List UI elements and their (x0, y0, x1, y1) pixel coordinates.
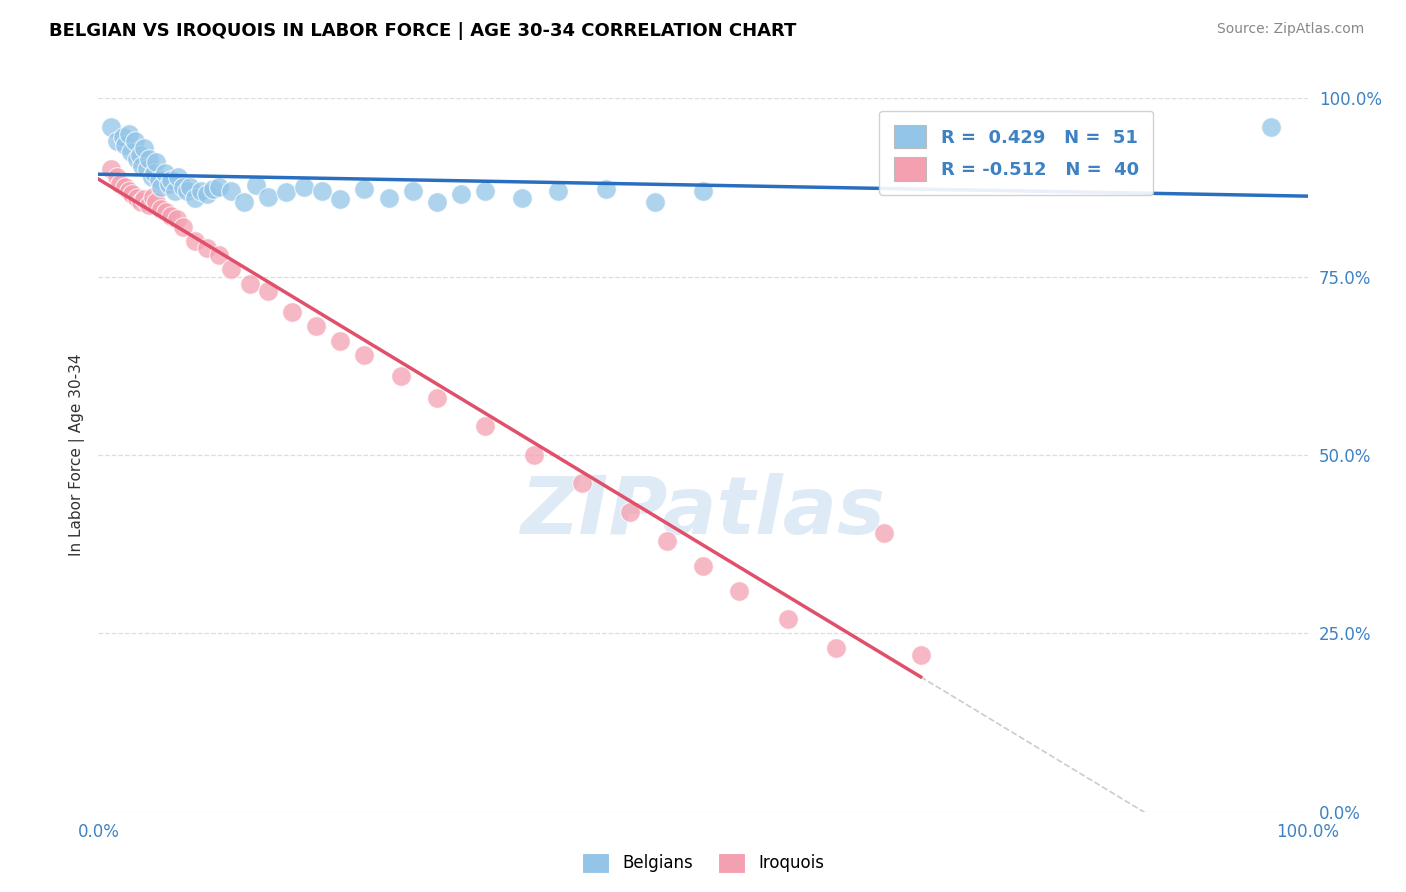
Point (157, 177, 180, 191)
Point (124, 134, 146, 148)
Point (105, 169, 128, 184)
Point (353, 182, 375, 196)
Point (143, 166, 166, 180)
Point (256, 284, 278, 298)
Point (825, 640, 848, 655)
Point (450, 187, 472, 202)
Point (138, 198, 160, 212)
Point (160, 173, 183, 187)
Point (118, 127, 141, 141)
Point (245, 178, 267, 193)
Point (114, 137, 136, 152)
Point (595, 182, 617, 196)
Point (120, 145, 142, 159)
Point (145, 155, 167, 169)
Point (166, 212, 188, 227)
Point (160, 209, 183, 223)
Point (873, 526, 896, 541)
Point (239, 277, 262, 291)
Point (195, 187, 218, 202)
Point (644, 194, 666, 209)
Point (100, 120, 122, 134)
Legend: Belgians, Iroquois: Belgians, Iroquois (575, 847, 831, 880)
Point (163, 184, 186, 198)
Point (389, 369, 412, 384)
Point (145, 194, 167, 209)
Point (655, 533, 678, 548)
Text: ZIPatlas: ZIPatlas (520, 473, 886, 551)
Point (305, 319, 328, 334)
Point (523, 448, 546, 462)
Point (474, 184, 496, 198)
Point (692, 184, 714, 198)
Point (728, 583, 751, 598)
Point (274, 186, 297, 200)
Point (172, 219, 194, 234)
Point (118, 184, 141, 198)
Point (134, 193, 156, 207)
Point (329, 193, 352, 207)
Point (105, 134, 128, 148)
Point (179, 180, 201, 194)
Point (311, 184, 333, 198)
Point (150, 202, 173, 216)
Point (256, 189, 278, 203)
Point (281, 305, 304, 319)
Point (202, 182, 225, 196)
Point (619, 505, 641, 519)
Point (692, 558, 714, 573)
Point (100, 162, 122, 177)
Y-axis label: In Labor Force | Age 30-34: In Labor Force | Age 30-34 (69, 353, 84, 557)
Point (142, 189, 165, 203)
Point (184, 191, 207, 205)
Point (127, 191, 149, 205)
Point (402, 184, 425, 198)
Point (910, 648, 932, 662)
Point (176, 184, 198, 198)
Point (167, 169, 190, 184)
Point (121, 187, 143, 202)
Point (1260, 120, 1282, 134)
Point (184, 234, 207, 248)
Point (510, 191, 533, 205)
Point (150, 180, 173, 194)
Point (190, 184, 212, 198)
Point (138, 152, 160, 166)
Point (195, 241, 218, 255)
Point (232, 194, 254, 209)
Point (129, 194, 152, 209)
Point (135, 162, 157, 177)
Point (329, 334, 352, 348)
Point (221, 262, 243, 277)
Point (353, 348, 375, 362)
Point (547, 184, 569, 198)
Point (377, 191, 399, 205)
Point (208, 180, 231, 194)
Text: BELGIAN VS IROQUOIS IN LABOR FORCE | AGE 30-34 CORRELATION CHART: BELGIAN VS IROQUOIS IN LABOR FORCE | AGE… (49, 22, 797, 40)
Point (108, 177, 131, 191)
Point (134, 141, 156, 155)
Point (474, 419, 496, 434)
Point (153, 166, 176, 180)
Point (571, 476, 593, 491)
Point (208, 248, 231, 262)
Point (426, 194, 449, 209)
Point (426, 391, 449, 405)
Point (111, 130, 134, 145)
Legend: R =  0.429   N =  51, R = -0.512   N =  40: R = 0.429 N = 51, R = -0.512 N = 40 (880, 111, 1153, 195)
Text: Source: ZipAtlas.com: Source: ZipAtlas.com (1216, 22, 1364, 37)
Point (155, 205, 177, 219)
Point (131, 159, 153, 173)
Point (128, 148, 150, 162)
Point (292, 180, 315, 194)
Point (148, 173, 170, 187)
Point (172, 180, 194, 194)
Point (114, 180, 136, 194)
Point (141, 169, 163, 184)
Point (127, 152, 149, 166)
Point (221, 184, 243, 198)
Point (776, 612, 799, 626)
